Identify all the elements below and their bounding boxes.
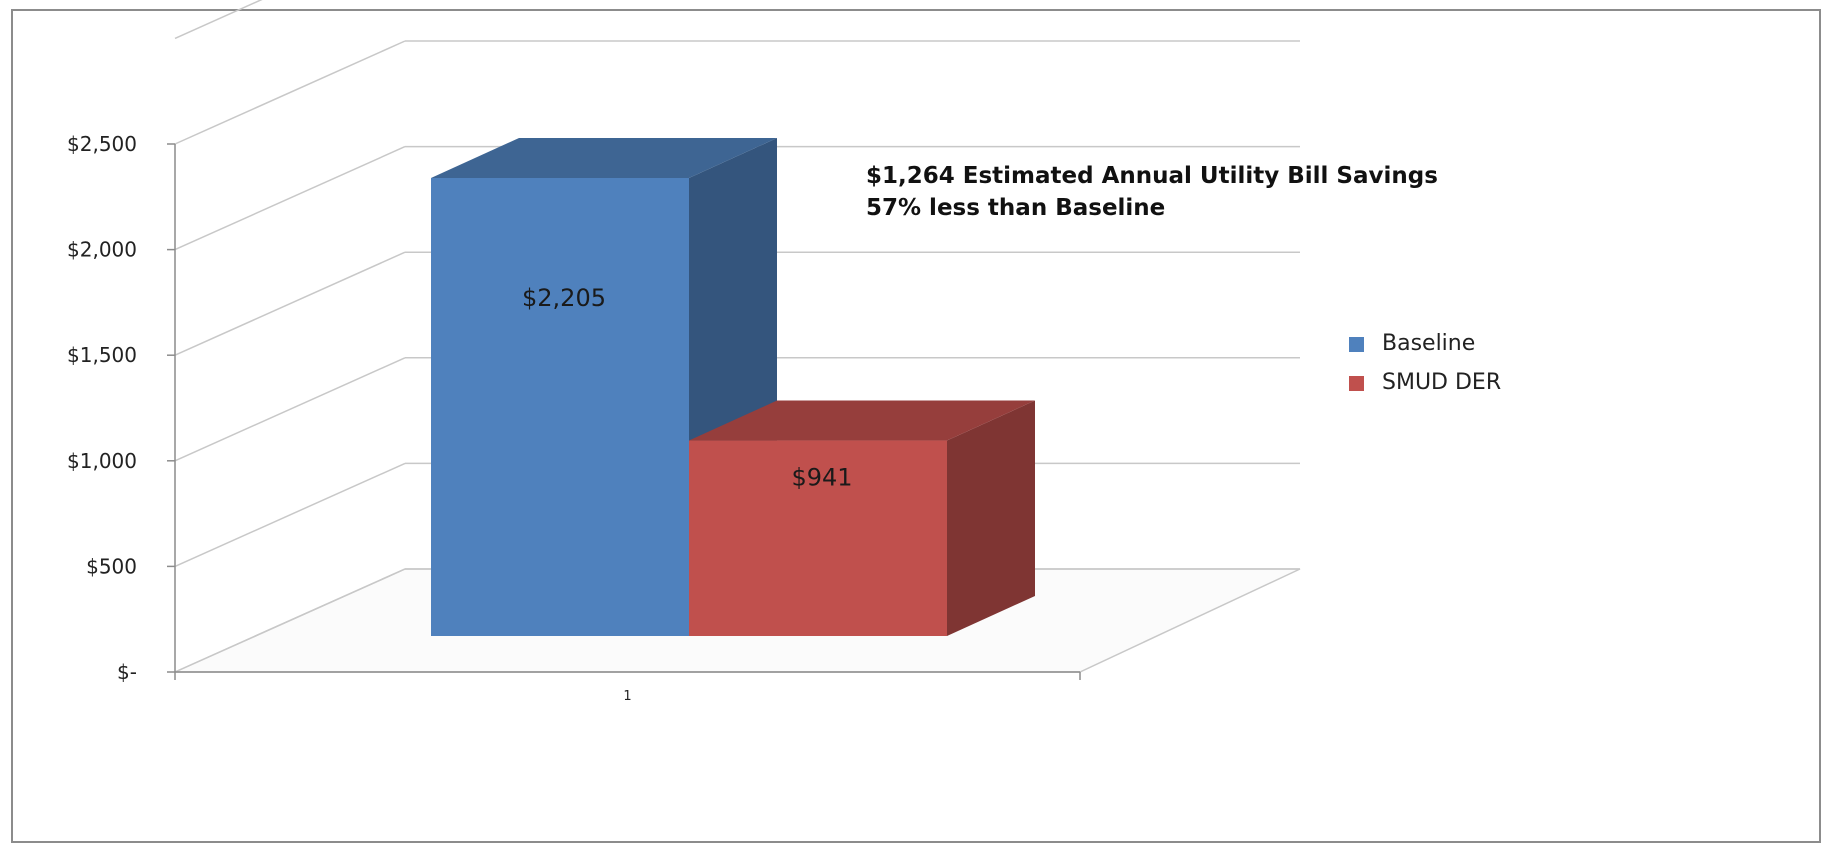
ytick-label: $1,000	[67, 449, 137, 473]
legend-swatch-smud-der	[1349, 376, 1364, 391]
bar-front-baseline	[431, 178, 689, 636]
bar-top-baseline	[431, 138, 777, 178]
gridline-side-4	[174, 145, 406, 251]
gridline-side-3	[174, 251, 406, 356]
legend-label-baseline: Baseline	[1382, 331, 1475, 356]
gridline-side-0	[174, 568, 406, 673]
gridline-side-5	[174, 40, 406, 145]
annotation-percent: 57% less than Baseline	[866, 195, 1165, 221]
ytick-label: $2,500	[67, 132, 137, 156]
data-label-baseline: $2,205	[522, 284, 606, 312]
legend-label-smud-der: SMUD DER	[1382, 370, 1501, 395]
gridline-side-2	[174, 357, 406, 462]
ytick-label: $500	[86, 554, 137, 578]
legend-swatch-baseline	[1349, 337, 1364, 352]
annotation-savings: $1,264 Estimated Annual Utility Bill Sav…	[866, 163, 1438, 189]
ytick-label: $2,000	[67, 238, 137, 262]
bar-side-smud-der	[947, 400, 1035, 636]
bars	[431, 138, 1035, 636]
ytick-label: $-	[117, 660, 137, 684]
y-axis-labels: $- $500 $1,000 $1,500 $2,000 $2,500	[67, 132, 137, 684]
ytick-label: $1,500	[67, 343, 137, 367]
chart-border	[11, 9, 1821, 843]
gridline-side-1	[174, 462, 406, 568]
bar-front-smud-der	[689, 440, 947, 636]
category-label: 1	[623, 689, 631, 704]
legend: Baseline SMUD DER	[1349, 331, 1501, 395]
bar-top-smud-der	[689, 400, 1035, 441]
gridline-side-top	[174, 0, 263, 40]
data-label-smud-der: $941	[791, 464, 852, 492]
